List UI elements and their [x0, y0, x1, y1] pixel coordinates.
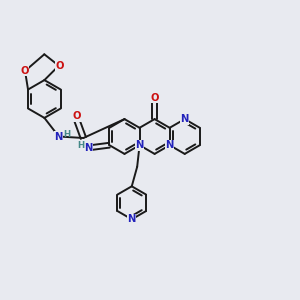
- Text: N: N: [128, 214, 136, 224]
- Text: O: O: [73, 111, 81, 121]
- Text: N: N: [84, 142, 92, 153]
- Text: O: O: [20, 66, 29, 76]
- Text: O: O: [150, 93, 159, 103]
- Text: N: N: [135, 140, 144, 150]
- Text: N: N: [166, 140, 174, 150]
- Text: H: H: [63, 130, 70, 139]
- Text: H: H: [77, 141, 84, 150]
- Text: N: N: [181, 114, 189, 124]
- Text: O: O: [55, 61, 64, 71]
- Text: N: N: [55, 131, 63, 142]
